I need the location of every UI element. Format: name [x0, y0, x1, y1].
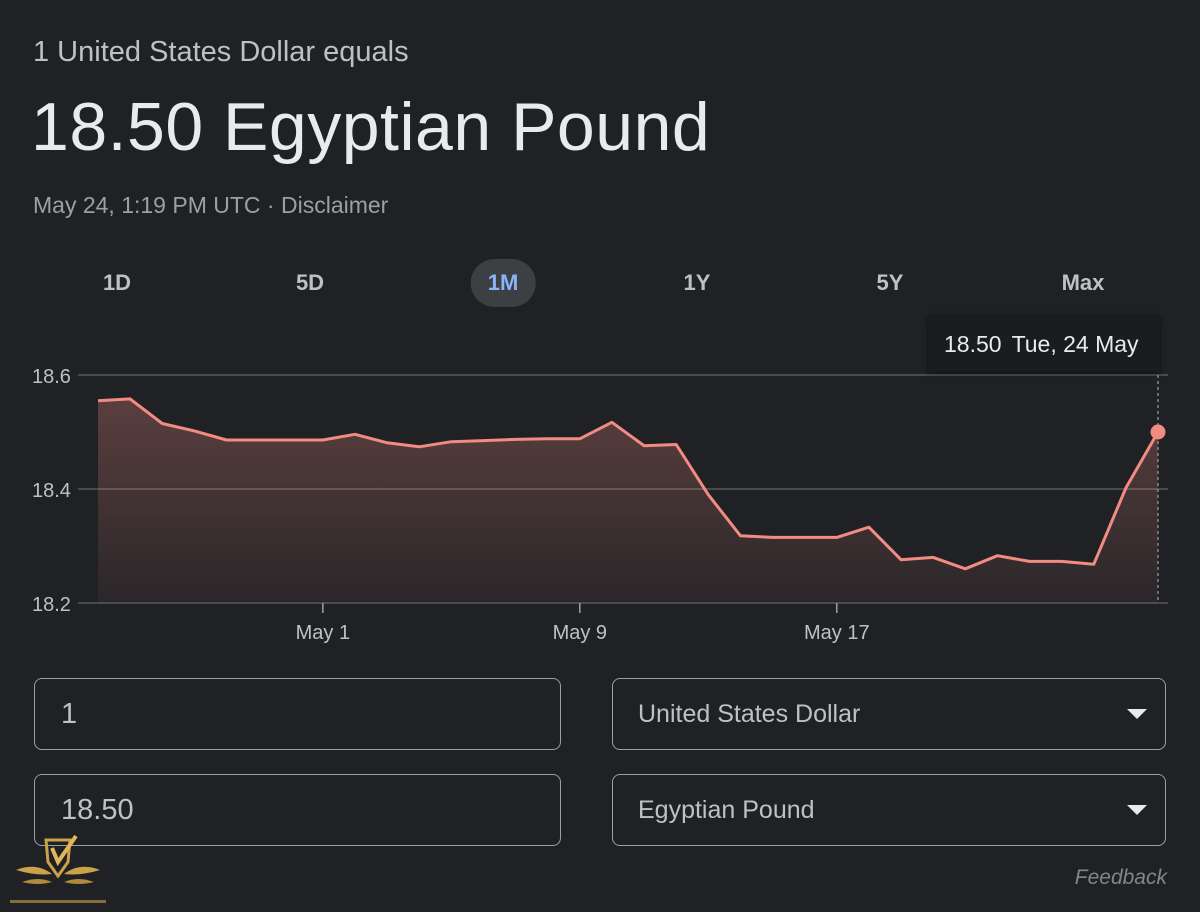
disclaimer-link[interactable]: Disclaimer [280, 192, 389, 218]
time-range-tabs: 1D 5D 1M 1Y 5Y Max [0, 259, 1200, 309]
y-tick-label: 18.6 [32, 366, 71, 388]
separator-dot: · [260, 192, 281, 218]
tab-max[interactable]: Max [1061, 270, 1105, 295]
tab-5y[interactable]: 5Y [876, 270, 904, 295]
tab-1d[interactable]: 1D [102, 270, 132, 295]
tooltip-value: 18.50 [944, 331, 1002, 357]
from-currency-select[interactable]: United States Dollar [612, 678, 1166, 750]
hover-point-marker [1150, 424, 1166, 440]
x-tick-label: May 1 [296, 622, 350, 644]
to-amount-input[interactable] [35, 775, 560, 845]
from-amount-input[interactable] [35, 679, 560, 749]
converted-value-headline: 18.50 Egyptian Pound [31, 89, 711, 165]
tooltip-date: Tue, 24 May [1011, 331, 1139, 357]
series-area-fill [98, 398, 1158, 603]
y-tick-label: 18.2 [32, 594, 71, 616]
tab-5d[interactable]: 5D [295, 270, 325, 295]
from-amount-field [34, 678, 561, 750]
watermark-logo [10, 834, 106, 903]
x-tick-label: May 9 [553, 622, 607, 644]
y-tick-label: 18.4 [32, 480, 71, 502]
tab-1m[interactable]: 1M [470, 259, 536, 307]
x-tick-label: May 17 [804, 622, 870, 644]
feedback-link[interactable]: Feedback [1074, 866, 1167, 889]
to-currency-label: Egyptian Pound [638, 796, 815, 824]
to-amount-field [34, 774, 561, 846]
exchange-rate-chart[interactable]: 18.6 18.4 18.2 May 1 May 9 May 17 [0, 350, 1200, 650]
dropdown-arrow-icon [1127, 805, 1147, 815]
timestamp-line: May 24, 1:19 PM UTC · Disclaimer [33, 192, 388, 219]
dropdown-arrow-icon [1127, 709, 1147, 719]
to-currency-select[interactable]: Egyptian Pound [612, 774, 1166, 846]
conversion-subtitle: 1 United States Dollar equals [33, 36, 409, 68]
from-currency-label: United States Dollar [638, 700, 861, 728]
tab-1y[interactable]: 1Y [683, 270, 711, 295]
series-line [97, 397, 1160, 571]
timestamp: May 24, 1:19 PM UTC [33, 192, 261, 218]
chart-tooltip: 18.50 Tue, 24 May [928, 316, 1160, 372]
